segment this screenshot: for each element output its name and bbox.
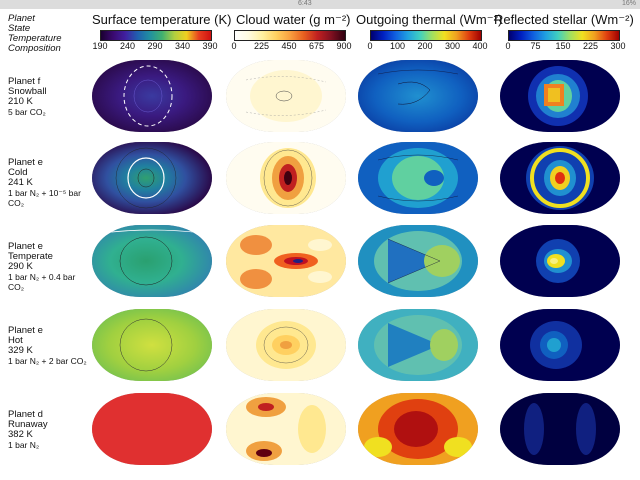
tick: 450 (281, 41, 297, 51)
tick: 190 (92, 41, 108, 51)
map-reflected-runaway (500, 393, 620, 465)
row-label-2: Planet e Cold 241 K 1 bar N₂ + 10⁻⁵ bar … (8, 157, 90, 209)
tick: 300 (610, 41, 626, 51)
column-title: Reflected stellar (Wm⁻²) (494, 12, 634, 27)
tick: 240 (119, 41, 136, 51)
column-header-cloud-water: Cloud water (g m⁻²) 0 225 450 675 900 (222, 12, 352, 62)
colorbar-ticks: 0 75 150 225 300 (505, 41, 625, 53)
column-header-surface-temperature: Surface temperature (K) 190 240 290 340 … (92, 12, 232, 62)
row-state: Temperate (8, 251, 53, 262)
map-reflected-hot (500, 309, 620, 381)
row-composition: 5 bar CO₂ (8, 107, 46, 117)
tick: 0 (231, 41, 237, 51)
row-temp: 329 K (8, 345, 33, 356)
colorbar-ticks: 0 225 450 675 900 (231, 41, 351, 53)
map-cloud-hot (226, 309, 346, 381)
column-title: Cloud water (g m⁻²) (236, 12, 351, 27)
map-cloud-snowball (226, 60, 346, 132)
tick: 200 (417, 41, 433, 51)
status-bar: 6:43 16% (0, 0, 640, 9)
map-cloud-runaway (226, 393, 346, 465)
row-composition: 1 bar N₂ + 10⁻⁵ bar CO₂ (8, 188, 81, 208)
row-state: Hot (8, 335, 23, 346)
tick: 225 (253, 41, 270, 51)
row-label-3: Planet e Temperate 290 K 1 bar N₂ + 0.4 … (8, 241, 90, 293)
map-olr-runaway (358, 393, 478, 465)
row-planet: Planet e (8, 325, 43, 336)
status-battery: 16% (621, 0, 636, 7)
row-temp: 382 K (8, 429, 33, 440)
row-state: Snowball (8, 86, 47, 97)
row-composition: 1 bar N₂ + 2 bar CO₂ (8, 356, 87, 366)
tick: 0 (505, 41, 511, 51)
row-label-1: Planet f Snowball 210 K 5 bar CO₂ (8, 76, 90, 118)
legend-planet: Planet (8, 13, 35, 24)
row-state: Cold (8, 167, 28, 178)
map-temperature-temperate (92, 225, 212, 297)
column-header-reflected-stellar: Reflected stellar (Wm⁻²) 0 75 150 225 30… (494, 12, 634, 62)
legend-temperature: Temperature (8, 33, 62, 44)
map-temperature-cold (92, 142, 212, 214)
row-legend: Planet State Temperature Composition (8, 14, 86, 54)
colorbar (508, 30, 620, 41)
tick: 100 (389, 41, 406, 51)
map-reflected-temperate (500, 225, 620, 297)
colorbar (370, 30, 482, 41)
row-temp: 241 K (8, 177, 33, 188)
tick: 390 (202, 41, 218, 51)
column-header-outgoing-thermal: Outgoing thermal (Wm⁻²) 0 100 200 300 40… (356, 12, 503, 62)
map-temperature-hot (92, 309, 212, 381)
map-olr-temperate (358, 225, 478, 297)
colorbar (100, 30, 212, 41)
map-temperature-snowball (92, 60, 212, 132)
tick: 225 (582, 41, 599, 51)
map-reflected-snowball (500, 60, 620, 132)
row-planet: Planet e (8, 157, 43, 168)
map-olr-cold (358, 142, 478, 214)
legend-composition: Composition (8, 43, 61, 54)
row-planet: Planet f (8, 76, 41, 87)
colorbar (234, 30, 346, 41)
row-state: Runaway (8, 419, 48, 430)
row-temp: 290 K (8, 261, 33, 272)
tick: 675 (308, 41, 325, 51)
tick: 75 (530, 41, 541, 51)
map-reflected-cold (500, 142, 620, 214)
map-temperature-runaway (92, 393, 212, 465)
row-label-5: Planet d Runaway 382 K 1 bar N₂ (8, 409, 90, 451)
tick: 300 (444, 41, 461, 51)
map-olr-snowball (358, 60, 478, 132)
tick: 340 (174, 41, 191, 51)
row-temp: 210 K (8, 96, 33, 107)
map-cloud-temperate (226, 225, 346, 297)
column-title: Outgoing thermal (Wm⁻²) (356, 12, 503, 27)
tick: 290 (147, 41, 163, 51)
colorbar-ticks: 0 100 200 300 400 (367, 41, 487, 53)
tick: 900 (336, 41, 352, 51)
row-planet: Planet d (8, 409, 43, 420)
legend-state: State (8, 23, 31, 34)
row-composition: 1 bar N₂ + 0.4 bar CO₂ (8, 272, 76, 292)
tick: 150 (555, 41, 571, 51)
column-title: Surface temperature (K) (92, 12, 232, 27)
tick: 400 (472, 41, 488, 51)
row-planet: Planet e (8, 241, 43, 252)
map-olr-hot (358, 309, 478, 381)
row-composition: 1 bar N₂ (8, 440, 40, 450)
map-cloud-cold (226, 142, 346, 214)
colorbar-ticks: 190 240 290 340 390 (92, 41, 217, 53)
status-time: 6:43 (298, 0, 312, 7)
tick: 0 (367, 41, 373, 51)
row-label-4: Planet e Hot 329 K 1 bar N₂ + 2 bar CO₂ (8, 325, 90, 367)
